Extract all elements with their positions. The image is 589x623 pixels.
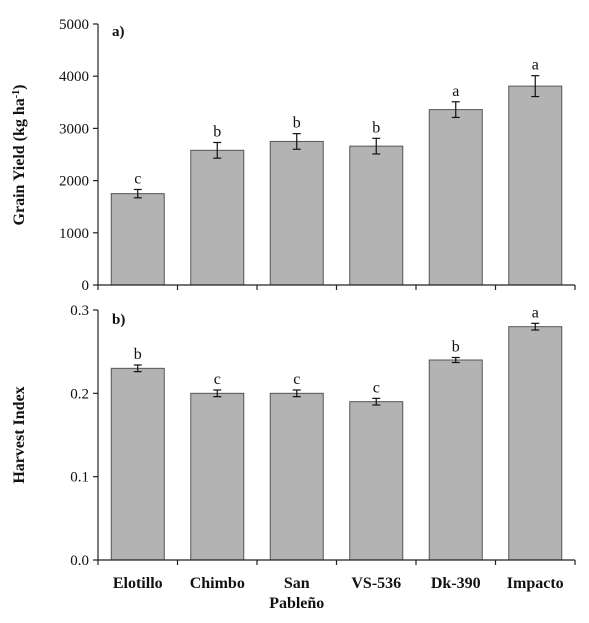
panel-label-0: a): [112, 24, 125, 40]
x-category-label-2-line-1: Pableño: [269, 595, 324, 612]
significance-letter-0-0: c: [134, 170, 141, 187]
y-tick-label-0-0: 0: [82, 278, 90, 294]
y-tick-label-1-2: 0.2: [70, 386, 89, 402]
significance-letter-0-2: b: [293, 115, 301, 132]
x-category-label-4: Dk-390: [431, 575, 481, 592]
x-category-label-5: Impacto: [507, 575, 564, 592]
bar-1-4: [428, 359, 483, 561]
significance-letter-0-3: b: [372, 119, 380, 136]
bar-0-4: [428, 109, 483, 286]
bar-1-5: [508, 326, 563, 561]
x-category-label-3: VS-536: [351, 575, 401, 592]
y-tick-label-0-2: 2000: [59, 174, 89, 190]
y-axis-label-superscript-0: -1: [11, 90, 22, 98]
y-tick-label-0-4: 4000: [59, 69, 89, 85]
y-tick-label-1-0: 0.0: [70, 553, 89, 569]
significance-letter-1-4: b: [452, 339, 460, 356]
x-category-label-2-line-0: San: [284, 575, 310, 592]
significance-letter-1-5: a: [532, 304, 539, 321]
y-axis-label-text-0: Grain Yield (kg ha: [11, 98, 28, 225]
significance-letter-1-3: c: [373, 379, 380, 396]
bar-1-3: [349, 401, 404, 561]
y-tick-label-0-3: 3000: [59, 121, 89, 137]
bar-0-5: [508, 85, 563, 286]
significance-letter-0-1: b: [213, 123, 221, 140]
x-category-label-0: Elotillo: [113, 575, 163, 592]
y-tick-label-0-1: 1000: [59, 226, 89, 242]
bar-0-1: [190, 149, 245, 286]
bar-1-1: [190, 392, 245, 561]
bar-0-2: [269, 140, 324, 286]
bar-1-0: [110, 367, 165, 561]
bar-1-2: [269, 392, 324, 561]
y-tick-label-1-1: 0.1: [70, 470, 89, 486]
significance-letter-0-4: a: [452, 83, 459, 100]
y-axis-label-1: Harvest Index: [11, 386, 28, 483]
y-axis-label-0: Grain Yield (kg ha-1): [11, 85, 29, 226]
y-tick-label-0-5: 5000: [59, 17, 89, 33]
significance-letter-0-5: a: [532, 57, 539, 74]
x-category-label-1: Chimbo: [190, 575, 245, 592]
significance-letter-1-1: c: [214, 371, 221, 388]
bar-0-0: [110, 193, 165, 286]
y-axis-label-close-0: ): [11, 85, 28, 90]
bar-0-3: [349, 145, 404, 286]
significance-letter-1-0: b: [134, 346, 142, 363]
y-tick-label-1-3: 0.3: [70, 303, 89, 319]
y-axis-label-text-1: Harvest Index: [11, 386, 28, 483]
panel-label-1: b): [112, 312, 125, 328]
significance-letter-1-2: c: [293, 371, 300, 388]
